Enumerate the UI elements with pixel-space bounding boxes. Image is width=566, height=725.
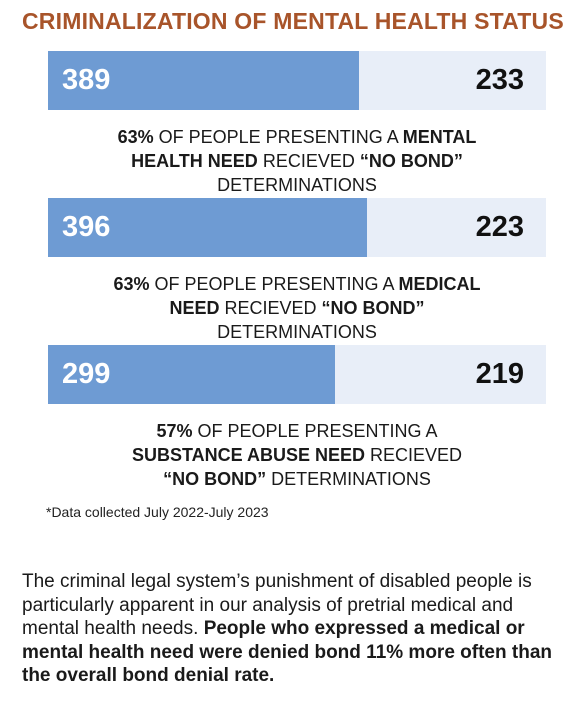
- bar-mental-health: 389 233: [48, 51, 546, 110]
- caption-text: RECIEVED: [219, 298, 322, 318]
- caption-text: OF PEOPLE PRESENTING A: [192, 421, 438, 441]
- bar-value-other: 233: [475, 64, 524, 96]
- bar-value-other: 223: [475, 211, 524, 243]
- caption-no-bond: “NO BOND”: [163, 469, 267, 489]
- caption-category: SUBSTANCE ABUSE NEED: [131, 445, 365, 465]
- bar-value-no-bond: 299: [62, 358, 111, 390]
- caption-percent: 63%: [117, 127, 154, 147]
- caption-percent: 57%: [156, 421, 193, 441]
- caption-medical: 63% OF PEOPLE PRESENTING A MEDICAL NEED …: [48, 272, 546, 344]
- caption-no-bond: “NO BOND”: [359, 151, 463, 171]
- paragraph-emphasis: People who expressed a medical or mental…: [22, 618, 552, 686]
- caption-text: DETERMINATIONS: [217, 322, 377, 342]
- bar-segment-no-bond: [48, 345, 336, 404]
- caption-text: OF PEOPLE PRESENTING A: [153, 127, 403, 147]
- bar-value-other: 219: [475, 358, 524, 390]
- bar-segment-no-bond: [48, 198, 367, 257]
- caption-percent: 63%: [113, 274, 150, 294]
- footnote: *Data collected July 2022-July 2023: [46, 504, 269, 520]
- paragraph-text: The criminal legal system’s punishment o…: [22, 571, 532, 639]
- body-paragraph: The criminal legal system’s punishment o…: [22, 570, 552, 688]
- caption-mental-health: 63% OF PEOPLE PRESENTING A MENTAL HEALTH…: [48, 125, 546, 197]
- caption-text: DETERMINATIONS: [217, 175, 377, 195]
- caption-text: DETERMINATIONS: [266, 469, 431, 489]
- caption-no-bond: “NO BOND”: [321, 298, 425, 318]
- chart-title: CRIMINALIZATION OF MENTAL HEALTH STATUS: [22, 8, 564, 34]
- bar-segment-no-bond: [48, 51, 360, 110]
- caption-category: MEDICAL NEED: [169, 274, 481, 318]
- caption-text: RECIEVED: [365, 445, 463, 465]
- caption-text: RECIEVED: [257, 151, 360, 171]
- caption-text: OF PEOPLE PRESENTING A: [149, 274, 399, 294]
- caption-substance-abuse: 57% OF PEOPLE PRESENTING A SUBSTANCE ABU…: [48, 419, 546, 491]
- bar-value-no-bond: 389: [62, 64, 111, 96]
- bar-value-no-bond: 396: [62, 211, 111, 243]
- caption-category: MENTAL HEALTH NEED: [131, 127, 477, 171]
- bar-medical: 396 223: [48, 198, 546, 257]
- bar-substance-abuse: 299 219: [48, 345, 546, 404]
